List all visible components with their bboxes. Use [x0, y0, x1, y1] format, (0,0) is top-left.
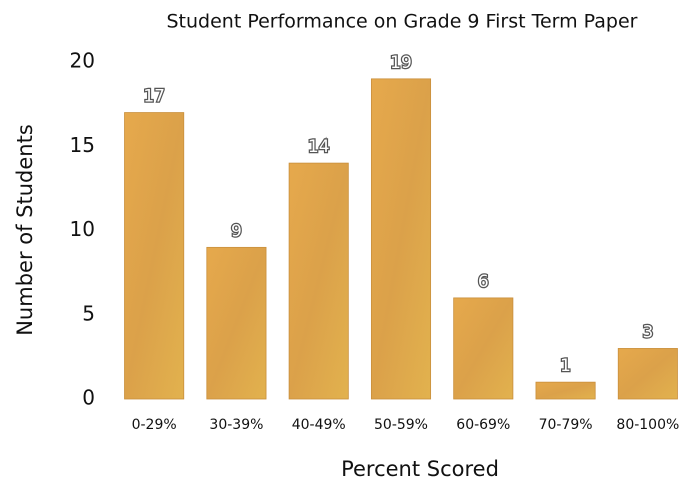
- data-label: 3: [642, 322, 653, 342]
- data-label: 9: [231, 221, 242, 241]
- x-tick-label: 0-29%: [132, 417, 177, 433]
- bar: [124, 112, 185, 400]
- x-tick-label: 60-69%: [456, 417, 510, 433]
- data-label: 6: [478, 272, 489, 292]
- y-tick-label: 0: [82, 386, 95, 410]
- x-tick-label: 50-59%: [374, 417, 428, 433]
- x-axis-label: Percent Scored: [341, 457, 499, 481]
- chart-title: Student Performance on Grade 9 First Ter…: [166, 11, 637, 33]
- data-label: 17: [143, 87, 165, 107]
- bar: [617, 348, 678, 400]
- y-tick-label: 20: [70, 49, 95, 73]
- bar: [206, 246, 267, 400]
- y-tick-label: 10: [70, 217, 95, 241]
- bar: [370, 78, 432, 400]
- y-axis-label: Number of Students: [13, 124, 37, 336]
- bar: [453, 297, 514, 400]
- data-label: 14: [308, 137, 330, 157]
- bar: [535, 381, 596, 400]
- x-tick-label: 70-79%: [539, 417, 593, 433]
- y-tick-label: 15: [70, 133, 95, 157]
- x-tick-label: 30-39%: [209, 417, 263, 433]
- data-label: 19: [390, 53, 412, 73]
- x-tick-label: 40-49%: [292, 417, 346, 433]
- bar: [288, 162, 349, 400]
- y-tick-label: 5: [82, 301, 95, 325]
- data-label: 1: [560, 356, 571, 376]
- x-tick-label: 80-100%: [616, 417, 679, 433]
